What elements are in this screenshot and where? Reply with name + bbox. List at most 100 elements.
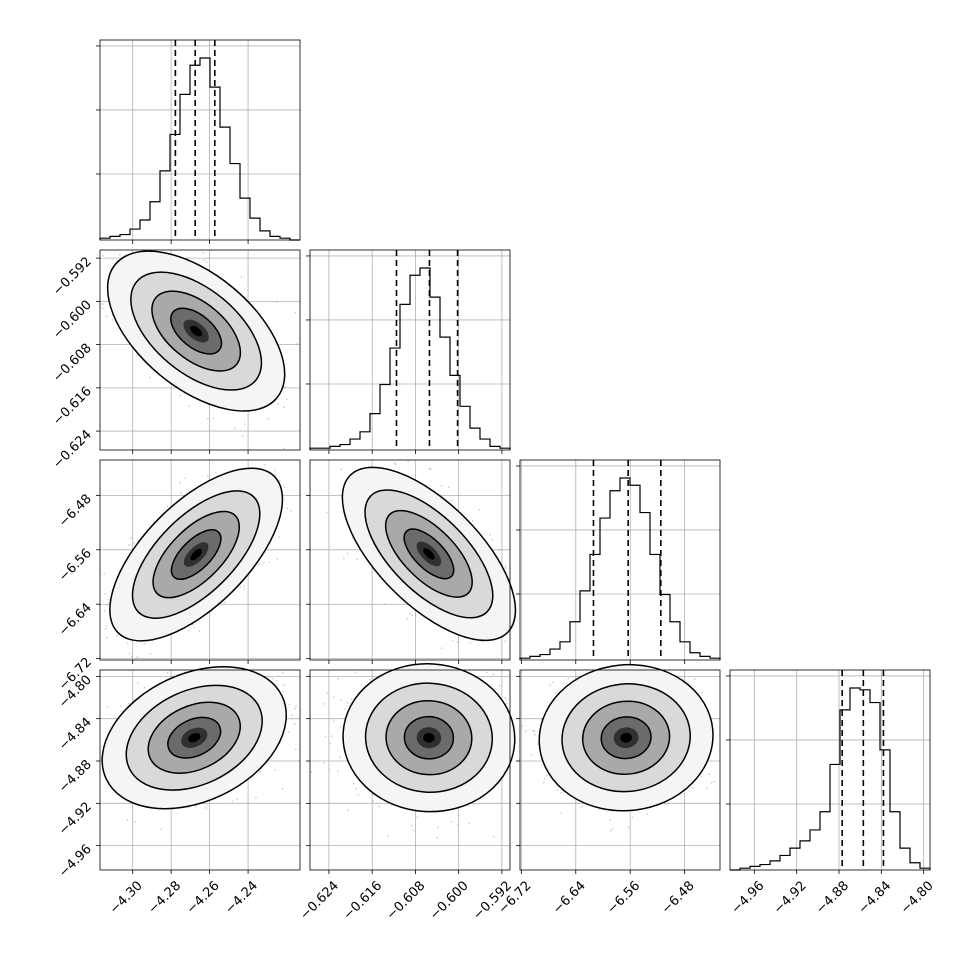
axes-frame xyxy=(99,39,301,241)
scatter-point xyxy=(491,538,493,541)
scatter-point xyxy=(486,671,488,674)
scatter-point xyxy=(286,507,288,510)
scatter-point xyxy=(267,417,270,420)
scatter-point xyxy=(369,678,371,681)
scatter-point xyxy=(407,460,409,463)
scatter-point xyxy=(281,788,284,790)
scatter-point xyxy=(387,834,389,837)
scatter-point xyxy=(384,603,386,605)
scatter-point xyxy=(288,703,291,706)
scatter-point xyxy=(128,543,131,546)
y-tick-label: −4.84 xyxy=(56,715,95,754)
y-tick-label: −0.608 xyxy=(50,341,95,386)
scatter-point xyxy=(554,692,557,694)
scatter-point xyxy=(212,417,215,420)
density-fill xyxy=(620,732,632,743)
scatter-point xyxy=(451,499,453,501)
scatter-point xyxy=(546,774,549,777)
scatter-point xyxy=(498,549,501,552)
contour-line xyxy=(600,716,652,760)
hist-panel-2 xyxy=(516,459,721,664)
scatter-point xyxy=(428,468,431,470)
scatter-point xyxy=(694,678,696,680)
axes-frame xyxy=(309,459,511,661)
density-fill xyxy=(190,325,203,337)
scatter-point xyxy=(350,698,353,701)
contour-line xyxy=(403,715,455,760)
scatter-point xyxy=(187,629,190,632)
scatter-point xyxy=(416,816,419,819)
scatter-point xyxy=(130,655,133,658)
contour-line xyxy=(147,701,241,774)
scatter-point xyxy=(532,729,535,732)
scatter-point xyxy=(101,303,104,305)
hist-panel-1 xyxy=(306,249,511,454)
scatter-point xyxy=(536,743,539,745)
scatter-point xyxy=(160,828,163,831)
scatter-point xyxy=(346,702,349,704)
contour-line xyxy=(131,490,261,619)
scatter-point xyxy=(192,626,195,628)
scatter-point xyxy=(340,726,342,728)
scatter-point xyxy=(207,417,209,420)
scatter-point xyxy=(409,612,412,615)
scatter-point xyxy=(179,394,182,397)
scatter-point xyxy=(549,684,552,687)
y-tick-label: −4.92 xyxy=(56,800,95,839)
scatter-point xyxy=(198,630,201,632)
scatter-point xyxy=(543,781,545,784)
scatter-point xyxy=(149,652,152,655)
scatter-point xyxy=(195,805,197,808)
scatter-point xyxy=(240,275,243,278)
scatter-point xyxy=(354,671,357,674)
scatter-point xyxy=(505,702,508,705)
scatter-point xyxy=(498,685,501,687)
scatter-point xyxy=(667,802,670,804)
scatter-point xyxy=(322,703,325,705)
scatter-panel-1-2 xyxy=(306,459,517,664)
scatter-point xyxy=(343,708,346,711)
scatter-point xyxy=(338,756,341,759)
scatter-point xyxy=(234,427,236,430)
scatter-point xyxy=(205,261,208,264)
contour-line xyxy=(341,466,517,642)
scatter-point xyxy=(331,735,333,737)
y-tick-label: −6.64 xyxy=(56,600,95,639)
x-tick-label: −6.56 xyxy=(604,878,643,917)
scatter-point xyxy=(291,714,294,717)
scatter-point xyxy=(259,770,262,773)
contour-line xyxy=(581,700,671,775)
scatter-point xyxy=(471,520,474,522)
scatter-point xyxy=(450,821,453,823)
x-tick-label: −4.96 xyxy=(729,878,768,917)
scatter-point xyxy=(436,826,439,829)
axes-frame xyxy=(99,459,301,661)
contour-line xyxy=(130,271,263,391)
scatter-point xyxy=(105,315,108,318)
contour-line xyxy=(125,684,263,791)
contour-line xyxy=(403,528,455,580)
scatter-point xyxy=(360,683,363,686)
scatter-point xyxy=(328,769,331,771)
scatter-point xyxy=(127,702,130,705)
scatter-point xyxy=(264,463,266,466)
scatter-point xyxy=(411,614,414,617)
scatter-point xyxy=(119,705,122,708)
x-tick-label: −4.80 xyxy=(898,878,937,917)
scatter-point xyxy=(149,376,152,379)
scatter-point xyxy=(609,829,612,832)
y-tick-label: −4.96 xyxy=(56,842,95,881)
scatter-point xyxy=(393,462,396,465)
y-tick-label: −0.600 xyxy=(50,298,95,343)
axes-frame xyxy=(729,669,931,871)
x-tick-label: −4.84 xyxy=(856,878,895,917)
scatter-point xyxy=(243,423,246,425)
scatter-point xyxy=(700,775,703,778)
y-tick-label: −0.624 xyxy=(50,427,95,472)
scatter-point xyxy=(708,773,710,775)
scatter-panel-0-3: −4.30 −4.28 −4.26 −4.24 −4.96−4.92 −4.88−4.84… xyxy=(56,666,301,917)
scatter-point xyxy=(111,319,114,321)
scatter-point xyxy=(447,486,450,489)
scatter-point xyxy=(504,697,507,699)
y-tick-label: −0.592 xyxy=(50,254,95,299)
